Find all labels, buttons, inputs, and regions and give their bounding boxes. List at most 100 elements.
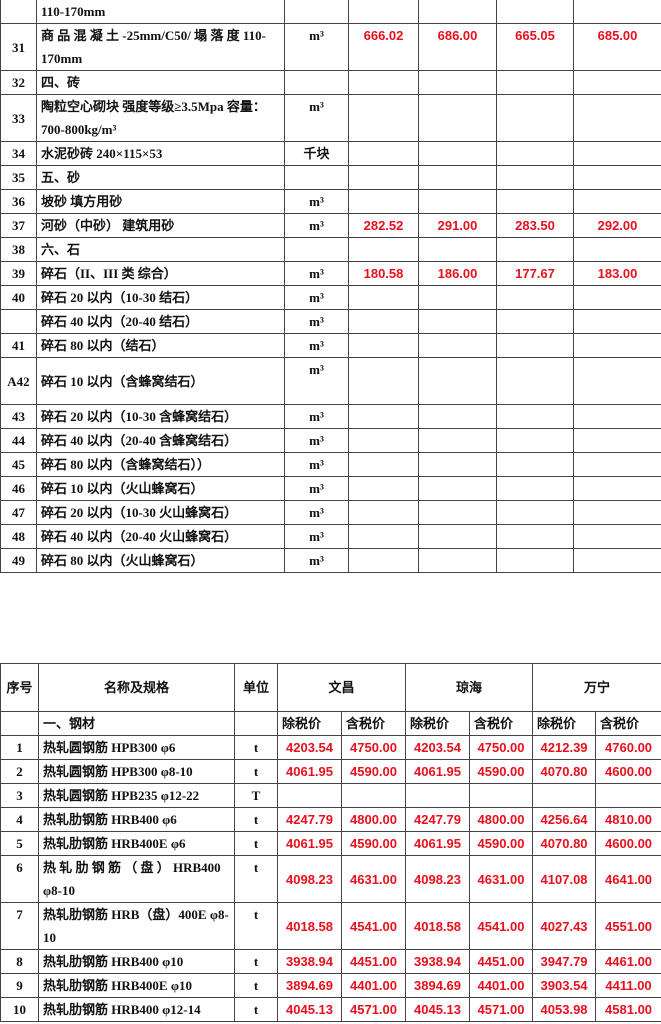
row-number: 6 bbox=[0, 855, 39, 903]
price-value bbox=[496, 141, 574, 166]
table-row: 10 热轧肋钢筋 HRB400 φ12-14 t 4045.13 4571.00 4045… bbox=[0, 997, 661, 1022]
price-value: 180.58 bbox=[348, 261, 419, 286]
table-row: 46 碎石 10 以内（火山蜂窝石） m³ bbox=[0, 476, 661, 501]
header-region-qionghai: 琼海 bbox=[405, 663, 534, 712]
price-value bbox=[496, 500, 574, 525]
item-name: 热轧肋钢筋 HRB400 φ10 bbox=[38, 949, 235, 974]
price-value: 4045.13 bbox=[277, 997, 342, 1022]
price-value: 3894.69 bbox=[277, 973, 342, 998]
price-value bbox=[496, 524, 574, 549]
table-row: A42 碎石 10 以内（含蜂窝结石） m³ bbox=[0, 357, 661, 405]
price-value: 4070.80 bbox=[532, 759, 597, 784]
item-name: 河砂（中砂） 建筑用砂 bbox=[36, 213, 285, 238]
price-value: 4053.98 bbox=[532, 997, 597, 1022]
table-row: 9 热轧肋钢筋 HRB400E φ10 t 3894.69 4401.00 3894.69… bbox=[0, 973, 661, 998]
price-value bbox=[418, 309, 497, 334]
price-value: 4581.00 bbox=[595, 997, 661, 1022]
header-name: 名称及规格 bbox=[38, 663, 235, 712]
price-value bbox=[348, 189, 419, 214]
row-number: 48 bbox=[0, 524, 37, 549]
price-value: 4590.00 bbox=[340, 831, 407, 856]
header-no: 序号 bbox=[0, 663, 39, 712]
price-value bbox=[573, 357, 661, 405]
price-value: 4018.58 bbox=[405, 902, 471, 950]
unit: 千块 bbox=[284, 141, 349, 166]
price-value bbox=[573, 189, 661, 214]
price-value bbox=[532, 783, 597, 808]
price-value bbox=[496, 309, 574, 334]
price-value bbox=[573, 285, 661, 310]
table-row: 40 碎石 20 以内（10-30 结石） m³ bbox=[0, 285, 661, 310]
price-value bbox=[496, 0, 574, 24]
price-value: 4018.58 bbox=[277, 902, 342, 950]
price-value: 4451.00 bbox=[340, 949, 407, 974]
price-value bbox=[348, 476, 419, 501]
table-row: 7 热轧肋钢筋 HRB（盘）400E φ8-10 t 4018.58 4541.00 40… bbox=[0, 902, 661, 950]
price-value bbox=[496, 189, 574, 214]
table-row: 48 碎石 40 以内（20-40 火山蜂窝石） m³ bbox=[0, 524, 661, 549]
row-number: 38 bbox=[0, 237, 37, 262]
table-row: 44 碎石 40 以内（20-40 含蜂窝结石） m³ bbox=[0, 428, 661, 453]
item-name: 碎石 20 以内（10-30 火山蜂窝石） bbox=[36, 500, 285, 525]
item-name: 陶粒空心砌块 强度等级≥3.5Mpa 容量：700-800kg/m³ bbox=[36, 94, 285, 142]
item-name: 六、石 bbox=[36, 237, 285, 262]
price-value bbox=[573, 237, 661, 262]
unit: m³ bbox=[284, 500, 349, 525]
item-name: 碎石 80 以内（结石） bbox=[36, 333, 285, 358]
price-value: 177.67 bbox=[496, 261, 574, 286]
price-value: 4800.00 bbox=[469, 807, 534, 832]
price-value bbox=[573, 165, 661, 190]
unit: t bbox=[234, 949, 278, 974]
header-inc-tax: 含税价 bbox=[340, 711, 407, 736]
price-value bbox=[496, 548, 574, 573]
table-row: 8 热轧肋钢筋 HRB400 φ10 t 3938.94 4451.00 3938.94 4… bbox=[0, 949, 661, 974]
unit: T bbox=[234, 783, 278, 808]
row-number: 7 bbox=[0, 902, 39, 950]
price-value bbox=[418, 0, 497, 24]
price-value bbox=[418, 524, 497, 549]
price-value bbox=[496, 428, 574, 453]
price-value bbox=[348, 141, 419, 166]
unit: m³ bbox=[284, 404, 349, 429]
item-name: 碎石 80 以内（含蜂窝结石）） bbox=[36, 452, 285, 477]
price-value: 4760.00 bbox=[595, 735, 661, 760]
unit: t bbox=[234, 735, 278, 760]
price-value: 666.02 bbox=[348, 23, 419, 71]
unit bbox=[284, 70, 349, 95]
unit: m³ bbox=[284, 261, 349, 286]
unit: m³ bbox=[284, 452, 349, 477]
row-number: 35 bbox=[0, 165, 37, 190]
table-row: 38 六、石 bbox=[0, 237, 661, 262]
header-region-wenchang: 文昌 bbox=[276, 663, 407, 712]
row-number: 33 bbox=[0, 94, 37, 142]
price-value: 4203.54 bbox=[277, 735, 342, 760]
unit bbox=[284, 165, 349, 190]
price-value: 4070.80 bbox=[532, 831, 597, 856]
price-value bbox=[496, 404, 574, 429]
header-inc-tax: 含税价 bbox=[469, 711, 534, 736]
unit: t bbox=[234, 831, 278, 856]
item-name: 碎石 40 以内（20-40 结石） bbox=[36, 309, 285, 334]
price-value bbox=[573, 404, 661, 429]
price-value: 4045.13 bbox=[405, 997, 471, 1022]
item-name: 热轧肋钢筋 HRB400 φ12-14 bbox=[38, 997, 235, 1022]
price-value: 186.00 bbox=[418, 261, 497, 286]
price-value: 4203.54 bbox=[405, 735, 471, 760]
price-value: 4551.00 bbox=[595, 902, 661, 950]
table-row: 4 热轧肋钢筋 HRB400 φ6 t 4247.79 4800.00 4247.79 48… bbox=[0, 807, 661, 832]
unit: m³ bbox=[284, 213, 349, 238]
price-value bbox=[418, 476, 497, 501]
price-value bbox=[496, 357, 574, 405]
item-name: 碎石 40 以内（20-40 含蜂窝结石） bbox=[36, 428, 285, 453]
item-name: 热轧肋钢筋 HRB400E φ10 bbox=[38, 973, 235, 998]
header-row: 序号 名称及规格 单位 文昌 琼海 万宁 bbox=[0, 663, 661, 712]
price-value: 4401.00 bbox=[340, 973, 407, 998]
price-value bbox=[418, 285, 497, 310]
price-value bbox=[418, 189, 497, 214]
section-label: 一、钢材 bbox=[38, 711, 235, 736]
price-value bbox=[418, 500, 497, 525]
unit: m³ bbox=[284, 428, 349, 453]
item-name: 110-170mm bbox=[36, 0, 285, 24]
header-ex-tax: 除税价 bbox=[532, 711, 597, 736]
price-value bbox=[418, 70, 497, 95]
